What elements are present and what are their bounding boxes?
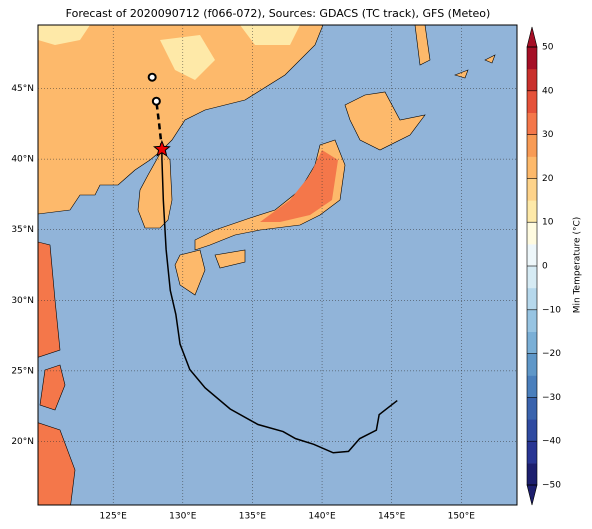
- current-position: [153, 139, 171, 157]
- colorbar-band: [527, 90, 537, 113]
- colorbar-tick-label: 40: [542, 86, 554, 96]
- colorbar-tick-label: −10: [542, 305, 561, 315]
- colorbar-tick-label: 50: [542, 43, 554, 53]
- y-tick-label: 45°N: [11, 84, 34, 94]
- colorbar-band: [527, 419, 537, 442]
- colorbar-label: Min Temperature (°C): [573, 217, 583, 314]
- colorbar-band: [527, 287, 537, 311]
- y-tick-label: 30°N: [11, 296, 34, 306]
- colorbar-extend-top: [526, 26, 538, 48]
- china-coast: [38, 241, 76, 505]
- x-tick-label: 140°E: [308, 512, 336, 522]
- mainland: [38, 25, 324, 215]
- colorbar-band: [527, 463, 537, 486]
- x-tick-label: 145°E: [378, 512, 406, 522]
- colorbar-band: [527, 375, 537, 398]
- colorbar-band: [527, 134, 537, 157]
- x-tick-label: 150°E: [448, 512, 476, 522]
- colorbar-extend-bottom: [526, 484, 538, 506]
- colorbar-band: [527, 178, 537, 201]
- kyushu: [174, 249, 206, 296]
- taiwan: [39, 364, 66, 411]
- colorbar-band: [527, 200, 537, 223]
- sakhalin: [414, 25, 496, 79]
- map-frame: [37, 24, 518, 506]
- chart-title: Forecast of 2020090712 (f066-072), Sourc…: [66, 7, 491, 20]
- colorbar-tick-label: 0: [542, 262, 548, 272]
- forecast-line: [155, 101, 164, 150]
- colorbar-tick-label: 30: [542, 130, 554, 140]
- colorbar-band: [527, 68, 537, 92]
- warm-area: [260, 150, 338, 222]
- colorbar-tick-label: 20: [542, 174, 554, 184]
- colorbar-tick-label: −20: [542, 349, 561, 359]
- x-tick-label: 130°E: [169, 512, 197, 522]
- cold-area: [38, 25, 300, 80]
- colorbar-band: [527, 244, 537, 267]
- y-tick-label: 35°N: [11, 225, 34, 235]
- shikoku: [214, 249, 246, 269]
- colorbar-band: [527, 309, 537, 332]
- x-tick-label: 135°E: [239, 512, 267, 522]
- colorbar-tick-label: −50: [542, 481, 561, 491]
- colorbar-band: [527, 397, 537, 420]
- colorbar-band: [527, 156, 537, 179]
- colorbar-tick-label: 10: [542, 218, 554, 228]
- y-tick-label: 25°N: [11, 366, 34, 376]
- colorbar-band: [527, 222, 537, 245]
- colorbar-band: [527, 47, 537, 70]
- forecast-point: [151, 96, 161, 106]
- colorbar-tick-label: −30: [542, 393, 561, 403]
- colorbar-band: [527, 331, 537, 354]
- x-tick-label: 125°E: [100, 512, 128, 522]
- colorbar-band: [527, 266, 537, 289]
- forecast-point: [147, 72, 157, 82]
- y-tick-label: 20°N: [11, 437, 34, 447]
- colorbar-band: [527, 441, 537, 464]
- map: [38, 25, 517, 505]
- track-line: [161, 149, 398, 454]
- colorbar-tick-label: −40: [542, 437, 561, 447]
- colorbar-band: [527, 353, 537, 376]
- hokkaido: [344, 91, 426, 151]
- colorbar-band: [527, 112, 537, 135]
- y-tick-label: 40°N: [11, 155, 34, 165]
